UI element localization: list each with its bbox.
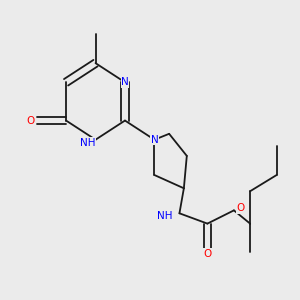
Text: NH: NH <box>158 211 173 221</box>
Text: NH: NH <box>80 138 95 148</box>
Text: O: O <box>26 116 34 126</box>
Text: N: N <box>121 77 129 87</box>
Text: N: N <box>151 135 158 145</box>
Text: O: O <box>236 203 244 213</box>
Text: O: O <box>203 249 211 259</box>
